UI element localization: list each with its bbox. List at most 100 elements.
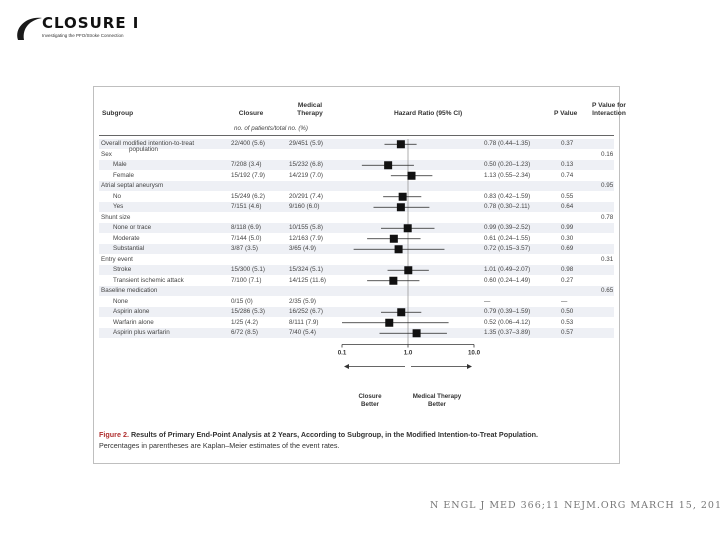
caption-figure-number: Figure 2. [99, 430, 129, 439]
p-value-cell: 0.55 [561, 192, 574, 200]
closure-cell: 7/208 (3.4) [231, 161, 262, 168]
p-value-cell: 0.64 [561, 203, 574, 210]
point-estimate [389, 276, 398, 285]
point-estimate [384, 161, 393, 170]
hazard-ratio-cell: 1.13 (0.55–2.34) [484, 171, 531, 179]
closure-cell: 15/249 (6.2) [231, 192, 265, 200]
point-estimate [389, 234, 398, 243]
table-row: Yes 7/151 (4.6) 9/160 (6.0) 0.78 (0.30–2.11… [99, 202, 614, 212]
medical-better-label: Medical Therapy Better [402, 393, 472, 409]
p-value-cell: 0.53 [561, 318, 574, 326]
closure-better-line1: Closure [358, 393, 382, 400]
header-closure: Closure [238, 110, 264, 117]
hazard-ratio-cell: 0.60 (0.24–1.49) [484, 276, 531, 284]
medical-cell: 15/232 (6.8) [289, 161, 323, 168]
medical-cell: 8/111 (7.9) [289, 318, 319, 326]
closure-arrowhead [344, 364, 349, 369]
table-row: None or trace 8/118 (6.9) 10/155 (5.8) 0.99… [99, 223, 614, 233]
p-interaction-cell: 0.78 [601, 213, 614, 221]
p-value-cell: 0.30 [561, 234, 574, 242]
point-estimate [385, 318, 394, 327]
hazard-ratio-cell: 0.99 (0.39–2.52) [484, 224, 531, 231]
medical-cell: 12/163 (7.9) [289, 234, 323, 242]
subgroup-header-row: Sex 0.16 [99, 150, 614, 160]
hazard-ratio-cell: 1.01 (0.49–2.07) [484, 266, 531, 273]
closure-better-line2: Better [361, 401, 379, 408]
hazard-ratio-cell: 0.50 (0.20–1.23) [484, 161, 531, 168]
hazard-ratio-cell: 0.83 (0.42–1.59) [484, 192, 531, 200]
medical-cell: 14/125 (11.6) [289, 276, 326, 284]
subgroup-label: Overall modified intention-to-treat [101, 140, 195, 147]
medical-cell: 15/324 (5.1) [289, 266, 323, 273]
figure-caption: Figure 2. Results of Primary End-Point A… [99, 429, 614, 451]
p-interaction-cell: 0.16 [601, 150, 614, 158]
p-value-cell: 0.27 [561, 276, 574, 284]
p-value-cell: 0.37 [561, 140, 574, 147]
p-interaction-cell: 0.65 [601, 287, 614, 294]
point-estimate [412, 329, 421, 338]
table-row: Male 7/208 (3.4) 15/232 (6.8) 0.50 (0.20–1.… [99, 160, 614, 170]
subgroup-header-row: Atrial septal aneurysm 0.95 [99, 181, 614, 191]
logo-title: CLOSURE I [42, 14, 140, 32]
x-tick-label: 0.1 [338, 350, 347, 357]
table-row: Overall modified intention-to-treat 22/40… [99, 139, 614, 149]
subgroup-label: Entry event [101, 255, 133, 263]
closure-cell: 15/192 (7.9) [231, 171, 265, 179]
journal-citation: N ENGL J MED 366;11 NEJM.ORG MARCH 15, 2… [430, 500, 720, 511]
point-estimate [396, 140, 405, 149]
subgroup-label: Aspirin alone [113, 308, 150, 315]
subgroup-label: None or trace [113, 224, 152, 231]
point-estimate [398, 192, 407, 201]
hazard-ratio-cell: 0.79 (0.39–1.59) [484, 308, 531, 315]
p-value-cell: 0.99 [561, 224, 574, 231]
closure-cell: 22/400 (5.6) [231, 140, 265, 147]
medical-cell: 20/291 (7.4) [289, 192, 323, 200]
header-p-value: P Value [554, 110, 578, 117]
closure-cell: 3/87 (3.5) [231, 245, 258, 252]
medical-cell: 16/252 (6.7) [289, 308, 323, 315]
x-tick-label: 1.0 [404, 350, 413, 357]
forest-plot-figure: Subgroup Closure Medical Therapy Hazard … [93, 86, 626, 464]
medical-cell: 9/160 (6.0) [289, 203, 320, 210]
medical-cell: 29/451 (5.9) [289, 140, 323, 147]
subgroup-label: Substantial [113, 245, 145, 252]
subgroup-label: Transient ischemic attack [113, 276, 184, 284]
hazard-ratio-cell: 1.35 (0.37–3.89) [484, 329, 531, 336]
closure-cell: 8/118 (6.9) [231, 224, 261, 231]
table-row: No 15/249 (6.2) 20/291 (7.4) 0.83 (0.42–1.5… [99, 192, 614, 202]
header-units: no. of patients/total no. (%) [234, 125, 308, 132]
header-therapy: Therapy [297, 110, 323, 117]
medical-cell: 3/65 (4.9) [289, 245, 316, 252]
subgroup-label: Shunt size [101, 213, 131, 221]
medical-cell: 14/219 (7.0) [289, 171, 323, 179]
p-value-cell: 0.13 [561, 161, 574, 168]
forest-plot: 0.1 1.0 10.0 [338, 139, 481, 369]
subgroup-label: Stroke [113, 266, 132, 273]
p-value-cell: — [561, 297, 568, 305]
point-estimate [396, 203, 405, 212]
subgroup-label: Yes [113, 203, 124, 210]
subgroup-label: Aspirin plus warfarin [113, 329, 170, 336]
p-interaction-cell: 0.95 [601, 182, 614, 189]
header-p-interaction-1: P Value for [592, 102, 626, 109]
subgroup-label: Female [113, 171, 134, 179]
subgroup-label-line2: population [129, 146, 159, 153]
table-row: None 0/15 (0) 2/35 (5.9) — — [99, 297, 614, 307]
table-row: Stroke 15/300 (5.1) 15/324 (5.1) 1.01 (0.49… [99, 265, 614, 275]
closure-better-label: Closure Better [348, 393, 392, 409]
medical-cell: 7/40 (5.4) [289, 329, 316, 336]
table-row: Moderate 7/144 (5.0) 12/163 (7.9) 0.61 (0.2… [99, 234, 614, 244]
hazard-ratio-cell: 0.78 (0.44–1.35) [484, 140, 531, 147]
point-estimate [407, 171, 416, 180]
closure-cell: 6/72 (8.5) [231, 329, 258, 336]
table-row: Warfarin alone 1/25 (4.2) 8/111 (7.9) 0.52 … [99, 318, 614, 328]
closure-cell: 7/151 (4.6) [231, 203, 262, 210]
header-p-interaction-2: Interaction [592, 110, 626, 117]
point-estimate [403, 224, 412, 233]
subgroup-label: Baseline medication [101, 287, 158, 294]
subgroup-label: Moderate [113, 234, 140, 242]
closure-cell: 0/15 (0) [231, 297, 253, 305]
closure-logo: CLOSURE I Investigating the PFO/Stroke C… [12, 12, 162, 46]
p-value-cell: 0.50 [561, 308, 574, 315]
point-estimate [394, 245, 403, 254]
